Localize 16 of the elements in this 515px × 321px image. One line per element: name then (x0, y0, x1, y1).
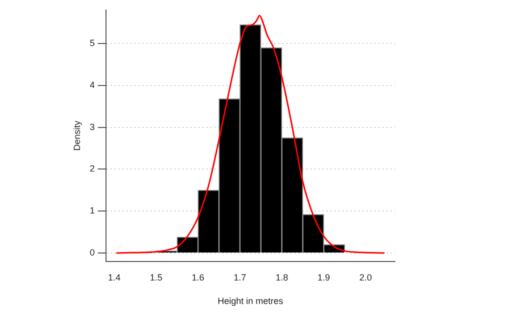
y-tick-label: 2 (90, 164, 95, 174)
y-tick-label: 3 (90, 122, 95, 132)
x-tick-label: 1.9 (317, 272, 330, 282)
y-tick-label: 5 (90, 38, 95, 48)
y-tick-label: 1 (90, 206, 95, 216)
line-series (116, 14, 386, 254)
x-tick-label: 1.4 (108, 272, 120, 282)
x-axis-title: Height in metres (218, 296, 284, 306)
x-tick-label: 1.5 (150, 272, 162, 282)
x-tick-label: 1.8 (276, 272, 288, 282)
x-tick-label: 1.7 (234, 272, 246, 282)
y-tick-label: 4 (90, 80, 95, 90)
x-tick-label: 2.0 (359, 272, 372, 282)
x-tick-label: 1.6 (192, 272, 204, 282)
y-axis-title: Density (72, 120, 82, 151)
y-tick-label: 0 (90, 248, 95, 258)
